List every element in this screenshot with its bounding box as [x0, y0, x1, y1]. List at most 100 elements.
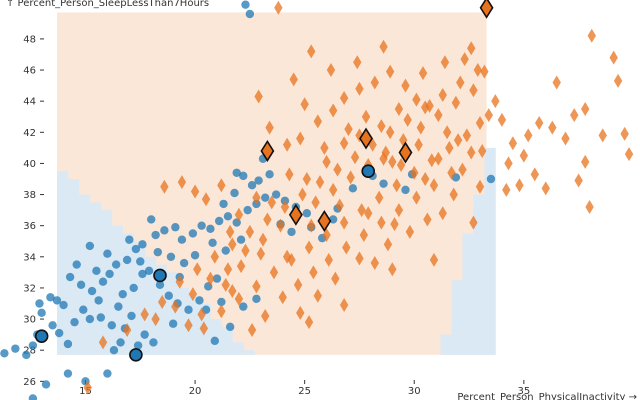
data-point-diamond [434, 108, 443, 123]
data-point-diamond [350, 150, 360, 165]
data-point-diamond [234, 207, 244, 222]
data-point-diamond [197, 307, 206, 322]
data-point-circle [243, 205, 252, 215]
data-point-diamond [311, 195, 320, 210]
data-point-diamond [477, 143, 487, 158]
data-point-circle [59, 300, 68, 310]
data-point-diamond [447, 165, 456, 180]
data-point-circle [179, 258, 189, 268]
data-point-diamond [383, 237, 393, 252]
data-point-diamond [293, 277, 303, 292]
data-point-diamond [300, 97, 309, 112]
data-point-diamond [519, 148, 529, 163]
data-point-diamond [252, 279, 261, 294]
data-point-circle [486, 174, 496, 184]
data-point-diamond [385, 125, 395, 140]
data-point-circle [239, 302, 248, 311]
data-point-circle [109, 345, 119, 355]
data-point-circle [140, 330, 149, 339]
data-point-circle [239, 171, 248, 181]
y-tick-label: 34 [23, 252, 36, 263]
region-class-a-cell [462, 233, 474, 355]
data-point-diamond [377, 215, 386, 230]
data-point-circle [177, 235, 187, 244]
data-point-diamond [475, 179, 485, 194]
data-point-circle [41, 380, 51, 389]
data-point-diamond [541, 181, 550, 196]
region-class-a-cell [78, 194, 91, 355]
data-point-diamond [449, 187, 458, 202]
data-point-circle [0, 349, 9, 358]
y-tick-label: 48 [23, 34, 36, 45]
region-class-a-cell [144, 256, 157, 355]
data-point-circle [138, 269, 147, 279]
data-point-diamond [370, 75, 379, 90]
x-tick-label: 15 [79, 386, 92, 397]
data-point-circle [247, 181, 257, 190]
data-point-diamond [508, 136, 518, 151]
data-point-diamond [335, 198, 344, 213]
data-point-circle [245, 9, 255, 19]
data-point-diamond [313, 288, 323, 303]
data-point-circle [190, 251, 200, 260]
region-class-a-cell [111, 225, 124, 355]
data-point-circle [54, 328, 64, 338]
data-point-diamond [484, 108, 493, 123]
data-point-diamond [598, 128, 607, 143]
data-point-diamond [416, 120, 426, 135]
data-point-diamond [274, 0, 283, 15]
data-point-circle [22, 350, 31, 360]
data-point-diamond [429, 178, 439, 193]
data-point-diamond [346, 170, 355, 185]
data-point-circle [241, 0, 250, 9]
x-tick-label: 25 [298, 386, 311, 397]
y-tick-label: 44 [23, 97, 36, 108]
region-class-a-cell [177, 287, 189, 355]
data-point-diamond [370, 256, 379, 271]
data-point-diamond [313, 114, 323, 129]
data-point-diamond [587, 28, 596, 43]
region-class-a-cell [56, 171, 69, 355]
data-point-circle [214, 216, 224, 226]
data-point-circle [107, 321, 116, 330]
data-point-circle [328, 215, 338, 224]
data-point-diamond [263, 212, 272, 227]
data-point-circle [46, 293, 55, 302]
data-point-circle [197, 221, 206, 230]
data-point-circle [103, 369, 112, 378]
highlighted-point-diamond [288, 203, 303, 226]
highlighted-point-circle [129, 348, 143, 362]
data-point-diamond [388, 154, 397, 169]
y-tick-label: 30 [23, 315, 36, 326]
data-point-diamond [434, 151, 443, 166]
data-point-circle [72, 260, 81, 269]
data-point-circle [254, 176, 263, 185]
data-point-circle [184, 305, 193, 314]
data-point-circle [105, 269, 114, 279]
data-point-diamond [480, 64, 489, 79]
region-class-a-cell [243, 350, 255, 355]
decision-regions [56, 12, 496, 355]
data-point-diamond [561, 131, 570, 146]
data-point-diamond [359, 228, 369, 243]
data-point-diamond [177, 175, 187, 190]
data-point-diamond [190, 184, 200, 199]
data-point-diamond [342, 240, 351, 255]
data-point-circle [168, 319, 178, 328]
data-point-diamond [581, 154, 590, 169]
data-point-diamond [217, 304, 226, 319]
highlighted-point-circle [34, 329, 49, 343]
data-point-diamond [427, 153, 436, 168]
data-point-diamond [475, 115, 485, 130]
region-class-a-cell [155, 264, 167, 355]
data-point-circle [70, 317, 79, 327]
data-point-diamond [403, 112, 412, 127]
data-point-diamond [624, 147, 634, 162]
data-point-circle [230, 188, 239, 198]
highlighted-point-circle [361, 164, 376, 179]
data-point-diamond [613, 73, 623, 88]
region-class-a-cell [122, 233, 135, 355]
data-point-diamond [282, 249, 292, 264]
data-point-diamond [228, 237, 237, 252]
